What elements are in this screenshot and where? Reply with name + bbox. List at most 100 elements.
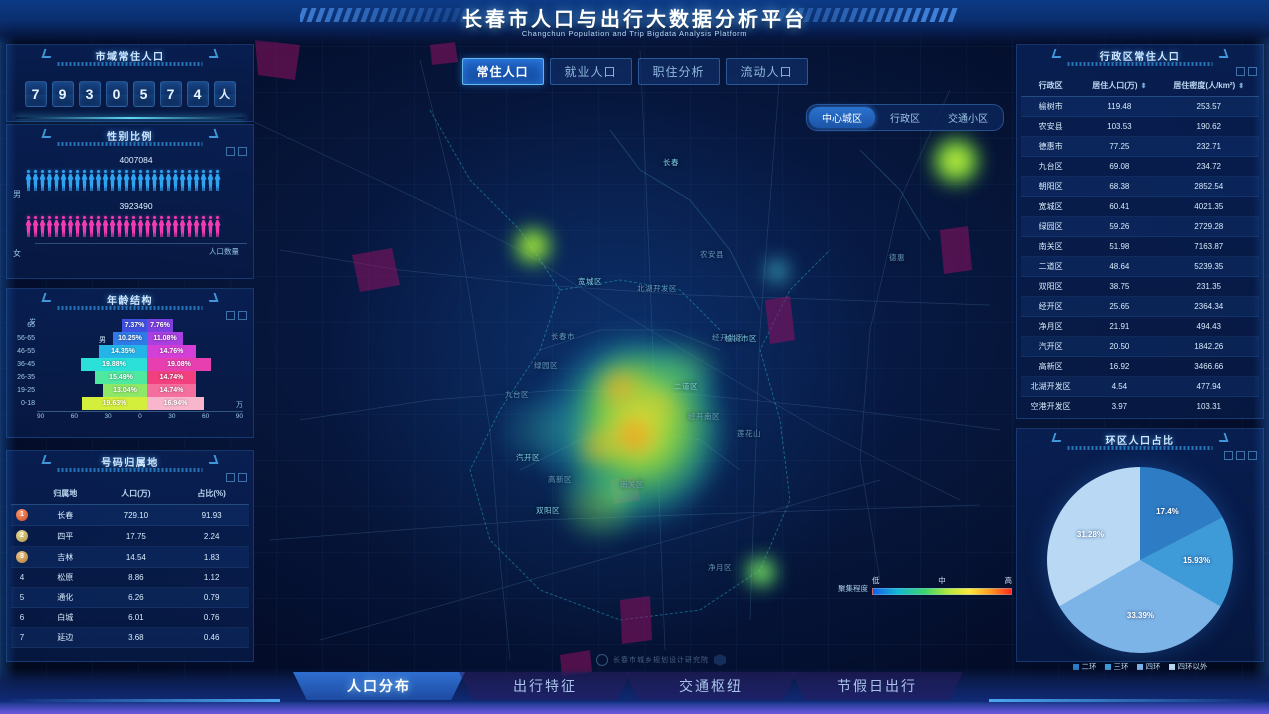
- page-title: 长春市人口与出行大数据分析平台: [462, 9, 807, 31]
- table-row[interactable]: 1 长春 729.10 91.93: [11, 504, 249, 526]
- pyramid-male-bar[interactable]: 14.35%: [99, 345, 147, 358]
- col-1[interactable]: 人口(万): [97, 483, 175, 505]
- pyramid-male-bar[interactable]: 19.88%: [81, 358, 147, 371]
- download-icon[interactable]: [238, 147, 247, 156]
- download-icon[interactable]: [238, 311, 247, 320]
- rank-number: 5: [19, 593, 25, 602]
- pyramid-female-bar[interactable]: 19.08%: [147, 358, 211, 371]
- district-table-wrap[interactable]: 行政区 居住人口(万) ⬍ 居住密度(人/km²) ⬍ 榆树市 119.48 253.57 农…: [1017, 71, 1263, 411]
- cell-density: 2364.34: [1158, 296, 1259, 317]
- table-row[interactable]: 朝阳区 68.38 2852.54: [1021, 176, 1259, 197]
- table-row[interactable]: 3 吉林 14.54 1.83: [11, 546, 249, 568]
- sort-icon[interactable]: ⬍: [1238, 83, 1245, 90]
- table-row[interactable]: 二道区 48.64 5239.35: [1021, 256, 1259, 277]
- panel-title: 行政区常住人口: [1099, 52, 1181, 63]
- pyramid-female-bar[interactable]: 16.94%: [147, 397, 204, 410]
- table-row[interactable]: 经开区 25.65 2364.34: [1021, 296, 1259, 317]
- sort-icon[interactable]: ⬍: [1140, 83, 1147, 90]
- pyramid-female-bar[interactable]: 7.76%: [147, 319, 173, 332]
- col-0[interactable]: 行政区: [1021, 75, 1081, 97]
- col-1[interactable]: 居住人口(万) ⬍: [1080, 75, 1159, 97]
- refresh-icon[interactable]: [1236, 451, 1245, 460]
- person-icon: [179, 216, 186, 238]
- expand-icon[interactable]: [226, 311, 235, 320]
- cell-density: 7163.87: [1158, 236, 1259, 257]
- table-row[interactable]: 南关区 51.98 7163.87: [1021, 236, 1259, 257]
- ring-pie-chart[interactable]: 17.4% 15.93% 33.39% 31.28%: [1017, 455, 1263, 653]
- odometer-digit-2: 3: [78, 81, 101, 107]
- layer-btn-0[interactable]: 中心城区: [809, 107, 875, 128]
- table-row[interactable]: 5 通化 6.26 0.79: [11, 587, 249, 608]
- tab-0[interactable]: 常住人口: [461, 58, 544, 85]
- bottom-nav-3[interactable]: 节假日出行: [791, 672, 963, 700]
- download-icon[interactable]: [1248, 451, 1257, 460]
- person-icon: [25, 170, 32, 192]
- pie-legend-item-0[interactable]: 二环: [1072, 661, 1097, 672]
- pie-legend-item-1[interactable]: 三环: [1104, 661, 1129, 672]
- pyramid-male-bar[interactable]: 19.63%: [82, 397, 147, 410]
- panel-migration-origin: 号码归属地 归属地 人口(万) 占比(%) 1 长春 729.10 91.93 2 四平 17.…: [6, 450, 254, 662]
- pie-slices[interactable]: [1047, 467, 1233, 653]
- table-row[interactable]: 北湖开发区 4.54 477.94: [1021, 376, 1259, 397]
- download-icon[interactable]: [1248, 67, 1257, 76]
- cell-population: 59.26: [1080, 216, 1159, 237]
- table-row[interactable]: 7 延边 3.68 0.46: [11, 627, 249, 648]
- table-row[interactable]: 高新区 16.92 3466.66: [1021, 356, 1259, 377]
- table-row[interactable]: 6 白城 6.01 0.76: [11, 607, 249, 628]
- layer-btn-2[interactable]: 交通小区: [948, 114, 988, 125]
- person-icon: [109, 216, 116, 238]
- table-row[interactable]: 4 松原 8.86 1.12: [11, 567, 249, 588]
- legend-swatch-icon: [1072, 664, 1079, 671]
- bottom-nav-2[interactable]: 交通枢纽: [625, 672, 797, 700]
- download-icon[interactable]: [238, 473, 247, 482]
- table-row[interactable]: 农安县 103.53 190.62: [1021, 116, 1259, 137]
- col-2[interactable]: 占比(%): [174, 483, 249, 505]
- layer-btn-1[interactable]: 行政区: [890, 114, 920, 125]
- table-row[interactable]: 双阳区 38.75 231.35: [1021, 276, 1259, 297]
- tab-3[interactable]: 流动人口: [725, 58, 808, 85]
- bottom-nav-0[interactable]: 人口分布: [293, 672, 465, 700]
- pyramid-female-bar[interactable]: 14.76%: [147, 345, 196, 358]
- pyramid-female-bar[interactable]: 11.08%: [147, 332, 183, 345]
- pyramid-male-bar[interactable]: 7.37%: [122, 319, 147, 332]
- tab-1[interactable]: 就业人口: [549, 58, 632, 85]
- col-2[interactable]: 居住密度(人/km²) ⬍: [1158, 75, 1259, 97]
- table-row[interactable]: 德惠市 77.25 232.71: [1021, 136, 1259, 157]
- table-row[interactable]: 榆树市 119.48 253.57: [1021, 96, 1259, 117]
- heat-legend-low: 低: [872, 576, 880, 585]
- table-row[interactable]: 绿园区 59.26 2729.28: [1021, 216, 1259, 237]
- pyramid-tick: 30: [104, 413, 112, 420]
- table-row[interactable]: 2 四平 17.75 2.24: [11, 525, 249, 547]
- cell-population: 6.01: [97, 607, 175, 628]
- table-row[interactable]: 九台区 69.08 234.72: [1021, 156, 1259, 177]
- bottom-nav-1[interactable]: 出行特征: [459, 672, 631, 700]
- pyramid-male-bar[interactable]: 15.49%: [95, 371, 147, 384]
- table-row[interactable]: 宽城区 60.41 4021.35: [1021, 196, 1259, 217]
- expand-icon[interactable]: [226, 473, 235, 482]
- pyramid-female-bar[interactable]: 14.74%: [147, 384, 196, 397]
- expand-icon[interactable]: [1236, 67, 1245, 76]
- pyramid-male-half: 7.37%: [51, 319, 147, 332]
- panel-title: 年龄结构: [107, 296, 153, 307]
- col-0[interactable]: 归属地: [33, 483, 98, 505]
- pie-legend-item-3[interactable]: 四环以外: [1168, 661, 1208, 672]
- pie-legend-item-2[interactable]: 四环: [1136, 661, 1161, 672]
- cell-district: 宽城区: [1021, 196, 1081, 217]
- table-row[interactable]: 空港开发区 3.97 103.31: [1021, 396, 1259, 411]
- tab-2[interactable]: 职住分析: [637, 58, 720, 85]
- expand-icon[interactable]: [1224, 451, 1233, 460]
- pyramid-age-label: 19-25: [17, 387, 35, 394]
- table-row[interactable]: 汽开区 20.50 1842.26: [1021, 336, 1259, 357]
- pyramid-male-bar[interactable]: 10.25%: [113, 332, 147, 345]
- person-icon: [74, 216, 81, 238]
- pyramid-male-bar[interactable]: 13.04%: [103, 384, 147, 397]
- expand-icon[interactable]: [226, 147, 235, 156]
- pyramid-row-1: 56-65 10.25% 11.08%: [17, 332, 243, 345]
- pyramid-female-bar[interactable]: 14.74%: [147, 371, 196, 384]
- person-icon: [179, 170, 186, 192]
- pyramid-male-half: 10.25%: [51, 332, 147, 345]
- table-row[interactable]: 净月区 21.91 494.43: [1021, 316, 1259, 337]
- population-tabs: 常住人口 就业人口 职住分析 流动人口: [461, 58, 808, 85]
- cell-place: 通化: [33, 587, 98, 608]
- app-header: 长春市人口与出行大数据分析平台 Changchun Population and…: [0, 0, 1269, 44]
